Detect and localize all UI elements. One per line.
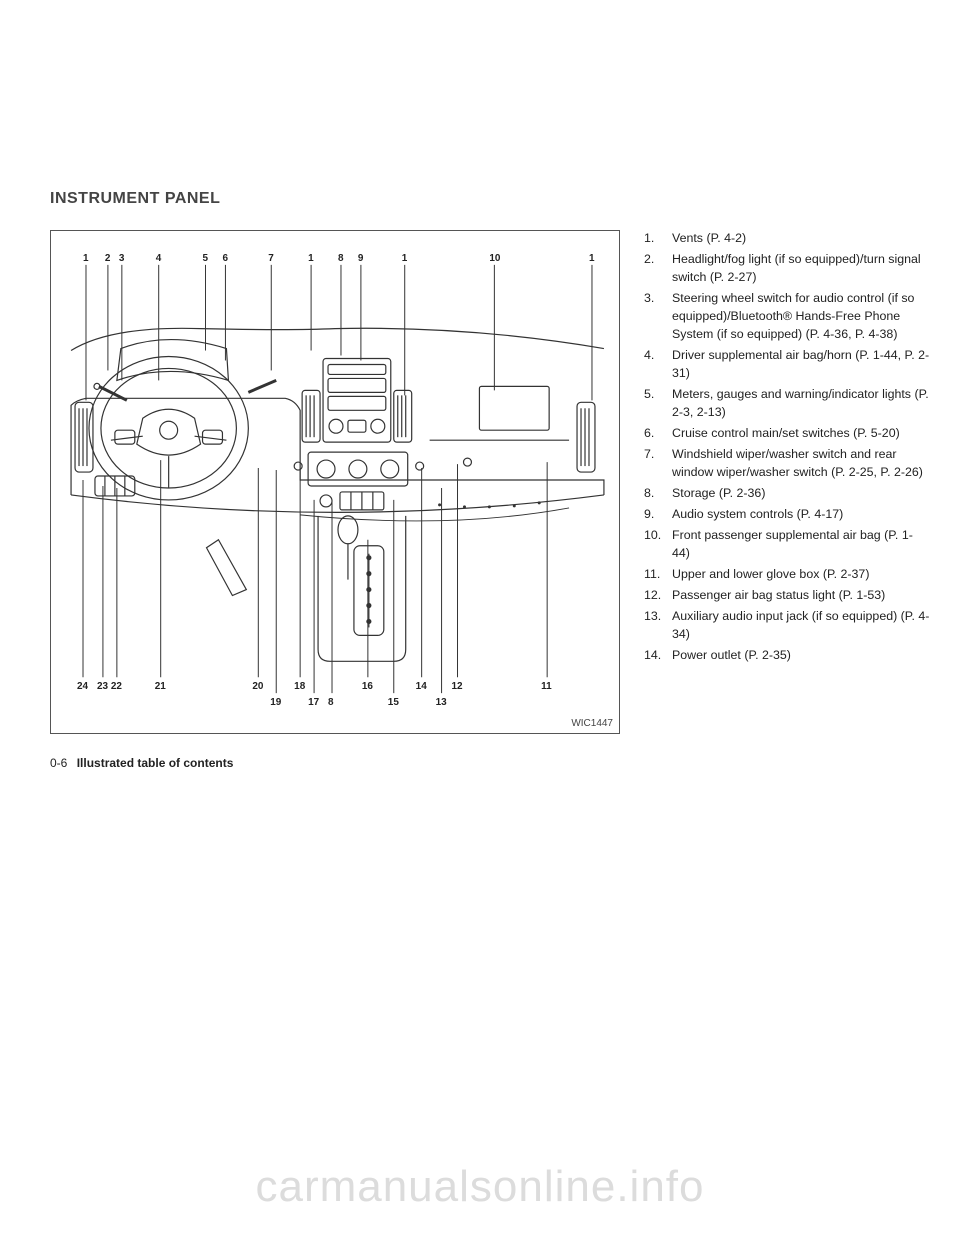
legend-item-text: Meters, gauges and warning/indicator lig… — [672, 386, 930, 422]
callout-9: 9 — [358, 253, 364, 264]
legend-item: 6.Cruise control main/set switches (P. 5… — [644, 425, 930, 443]
legend-item-number: 4. — [644, 347, 672, 383]
top-callouts: 1 2 3 4 5 6 7 1 8 9 1 10 1 — [83, 253, 595, 264]
callout-5: 5 — [203, 253, 209, 264]
legend-item-text: Cruise control main/set switches (P. 5-2… — [672, 425, 930, 443]
diagram-svg: 1 2 3 4 5 6 7 1 8 9 1 10 1 — [51, 231, 619, 733]
callout-1d: 1 — [589, 253, 595, 264]
callout-3: 3 — [119, 253, 125, 264]
footer-section: Illustrated table of contents — [77, 756, 234, 770]
legend-item: 7.Windshield wiper/washer switch and rea… — [644, 446, 930, 482]
legend-item: 5.Meters, gauges and warning/indicator l… — [644, 386, 930, 422]
callout-20: 20 — [252, 681, 264, 692]
callout-15: 15 — [388, 697, 400, 708]
legend-item: 3.Steering wheel switch for audio contro… — [644, 290, 930, 344]
legend-item-number: 2. — [644, 251, 672, 287]
legend-item-text: Steering wheel switch for audio control … — [672, 290, 930, 344]
page-number: 0-6 — [50, 756, 67, 770]
callout-7: 7 — [268, 253, 274, 264]
legend-item-text: Windshield wiper/washer switch and rear … — [672, 446, 930, 482]
legend-item: 13.Auxiliary audio input jack (if so equ… — [644, 608, 930, 644]
legend-item-number: 3. — [644, 290, 672, 344]
legend-item: 4.Driver supplemental air bag/horn (P. 1… — [644, 347, 930, 383]
callout-1c: 1 — [402, 253, 408, 264]
legend-item-text: Storage (P. 2-36) — [672, 485, 930, 503]
legend-item: 9.Audio system controls (P. 4-17) — [644, 506, 930, 524]
section-heading-text: INSTRUMENT PANEL — [50, 190, 220, 207]
legend-item-text: Audio system controls (P. 4-17) — [672, 506, 930, 524]
legend-item: 8.Storage (P. 2-36) — [644, 485, 930, 503]
callout-1a: 1 — [83, 253, 89, 264]
bottom-callouts-row2: 19 17 8 15 13 — [270, 697, 447, 708]
callout-8: 8 — [338, 253, 344, 264]
callout-4: 4 — [156, 253, 162, 264]
legend-item: 14.Power outlet (P. 2-35) — [644, 647, 930, 665]
legend-item-text: Passenger air bag status light (P. 1-53) — [672, 587, 930, 605]
legend-item-text: Headlight/fog light (if so equipped)/tur… — [672, 251, 930, 287]
legend-item-text: Vents (P. 4-2) — [672, 230, 930, 248]
legend-item: 11.Upper and lower glove box (P. 2-37) — [644, 566, 930, 584]
legend-item: 2.Headlight/fog light (if so equipped)/t… — [644, 251, 930, 287]
bottom-callouts-row1: 24 23 22 21 20 18 16 14 12 11 — [77, 681, 552, 692]
legend-item-number: 7. — [644, 446, 672, 482]
callout-14: 14 — [416, 681, 428, 692]
callout-6: 6 — [222, 253, 228, 264]
callout-10: 10 — [489, 253, 501, 264]
legend-item: 10.Front passenger supplemental air bag … — [644, 527, 930, 563]
instrument-panel-diagram: 1 2 3 4 5 6 7 1 8 9 1 10 1 — [50, 230, 620, 734]
legend-item-number: 1. — [644, 230, 672, 248]
callout-24: 24 — [77, 681, 89, 692]
legend-item-number: 10. — [644, 527, 672, 563]
legend: 1.Vents (P. 4-2)2.Headlight/fog light (i… — [644, 230, 930, 734]
callout-23: 23 — [97, 681, 109, 692]
callout-12: 12 — [452, 681, 464, 692]
legend-item-number: 12. — [644, 587, 672, 605]
callout-8b: 8 — [328, 697, 334, 708]
legend-list: 1.Vents (P. 4-2)2.Headlight/fog light (i… — [644, 230, 930, 665]
legend-item: 12.Passenger air bag status light (P. 1-… — [644, 587, 930, 605]
content-row: 1 2 3 4 5 6 7 1 8 9 1 10 1 — [50, 230, 930, 734]
callout-21: 21 — [155, 681, 167, 692]
legend-item-text: Auxiliary audio input jack (if so equipp… — [672, 608, 930, 644]
callout-22: 22 — [111, 681, 123, 692]
section-heading: INSTRUMENT PANEL — [50, 190, 220, 208]
legend-item-text: Driver supplemental air bag/horn (P. 1-4… — [672, 347, 930, 383]
callout-19: 19 — [270, 697, 282, 708]
legend-item-number: 6. — [644, 425, 672, 443]
callout-11: 11 — [541, 681, 552, 692]
legend-item-text: Front passenger supplemental air bag (P.… — [672, 527, 930, 563]
legend-item: 1.Vents (P. 4-2) — [644, 230, 930, 248]
legend-item-number: 5. — [644, 386, 672, 422]
legend-item-number: 9. — [644, 506, 672, 524]
callout-2: 2 — [105, 253, 111, 264]
legend-item-text: Power outlet (P. 2-35) — [672, 647, 930, 665]
page-footer: 0-6 Illustrated table of contents — [50, 756, 233, 770]
diagram-id: WIC1447 — [571, 718, 613, 729]
callout-18: 18 — [294, 681, 306, 692]
callout-1b: 1 — [308, 253, 314, 264]
top-leaders — [86, 265, 592, 400]
dash-outline — [71, 328, 604, 661]
bottom-leaders — [83, 460, 547, 693]
page: INSTRUMENT PANEL 1 2 3 4 5 6 7 1 8 9 1 1… — [0, 0, 960, 1242]
legend-item-number: 13. — [644, 608, 672, 644]
legend-item-text: Upper and lower glove box (P. 2-37) — [672, 566, 930, 584]
legend-item-number: 8. — [644, 485, 672, 503]
legend-item-number: 14. — [644, 647, 672, 665]
callout-16: 16 — [362, 681, 374, 692]
legend-item-number: 11. — [644, 566, 672, 584]
watermark: carmanualsonline.info — [0, 1162, 960, 1212]
callout-17: 17 — [308, 697, 320, 708]
callout-13: 13 — [436, 697, 448, 708]
